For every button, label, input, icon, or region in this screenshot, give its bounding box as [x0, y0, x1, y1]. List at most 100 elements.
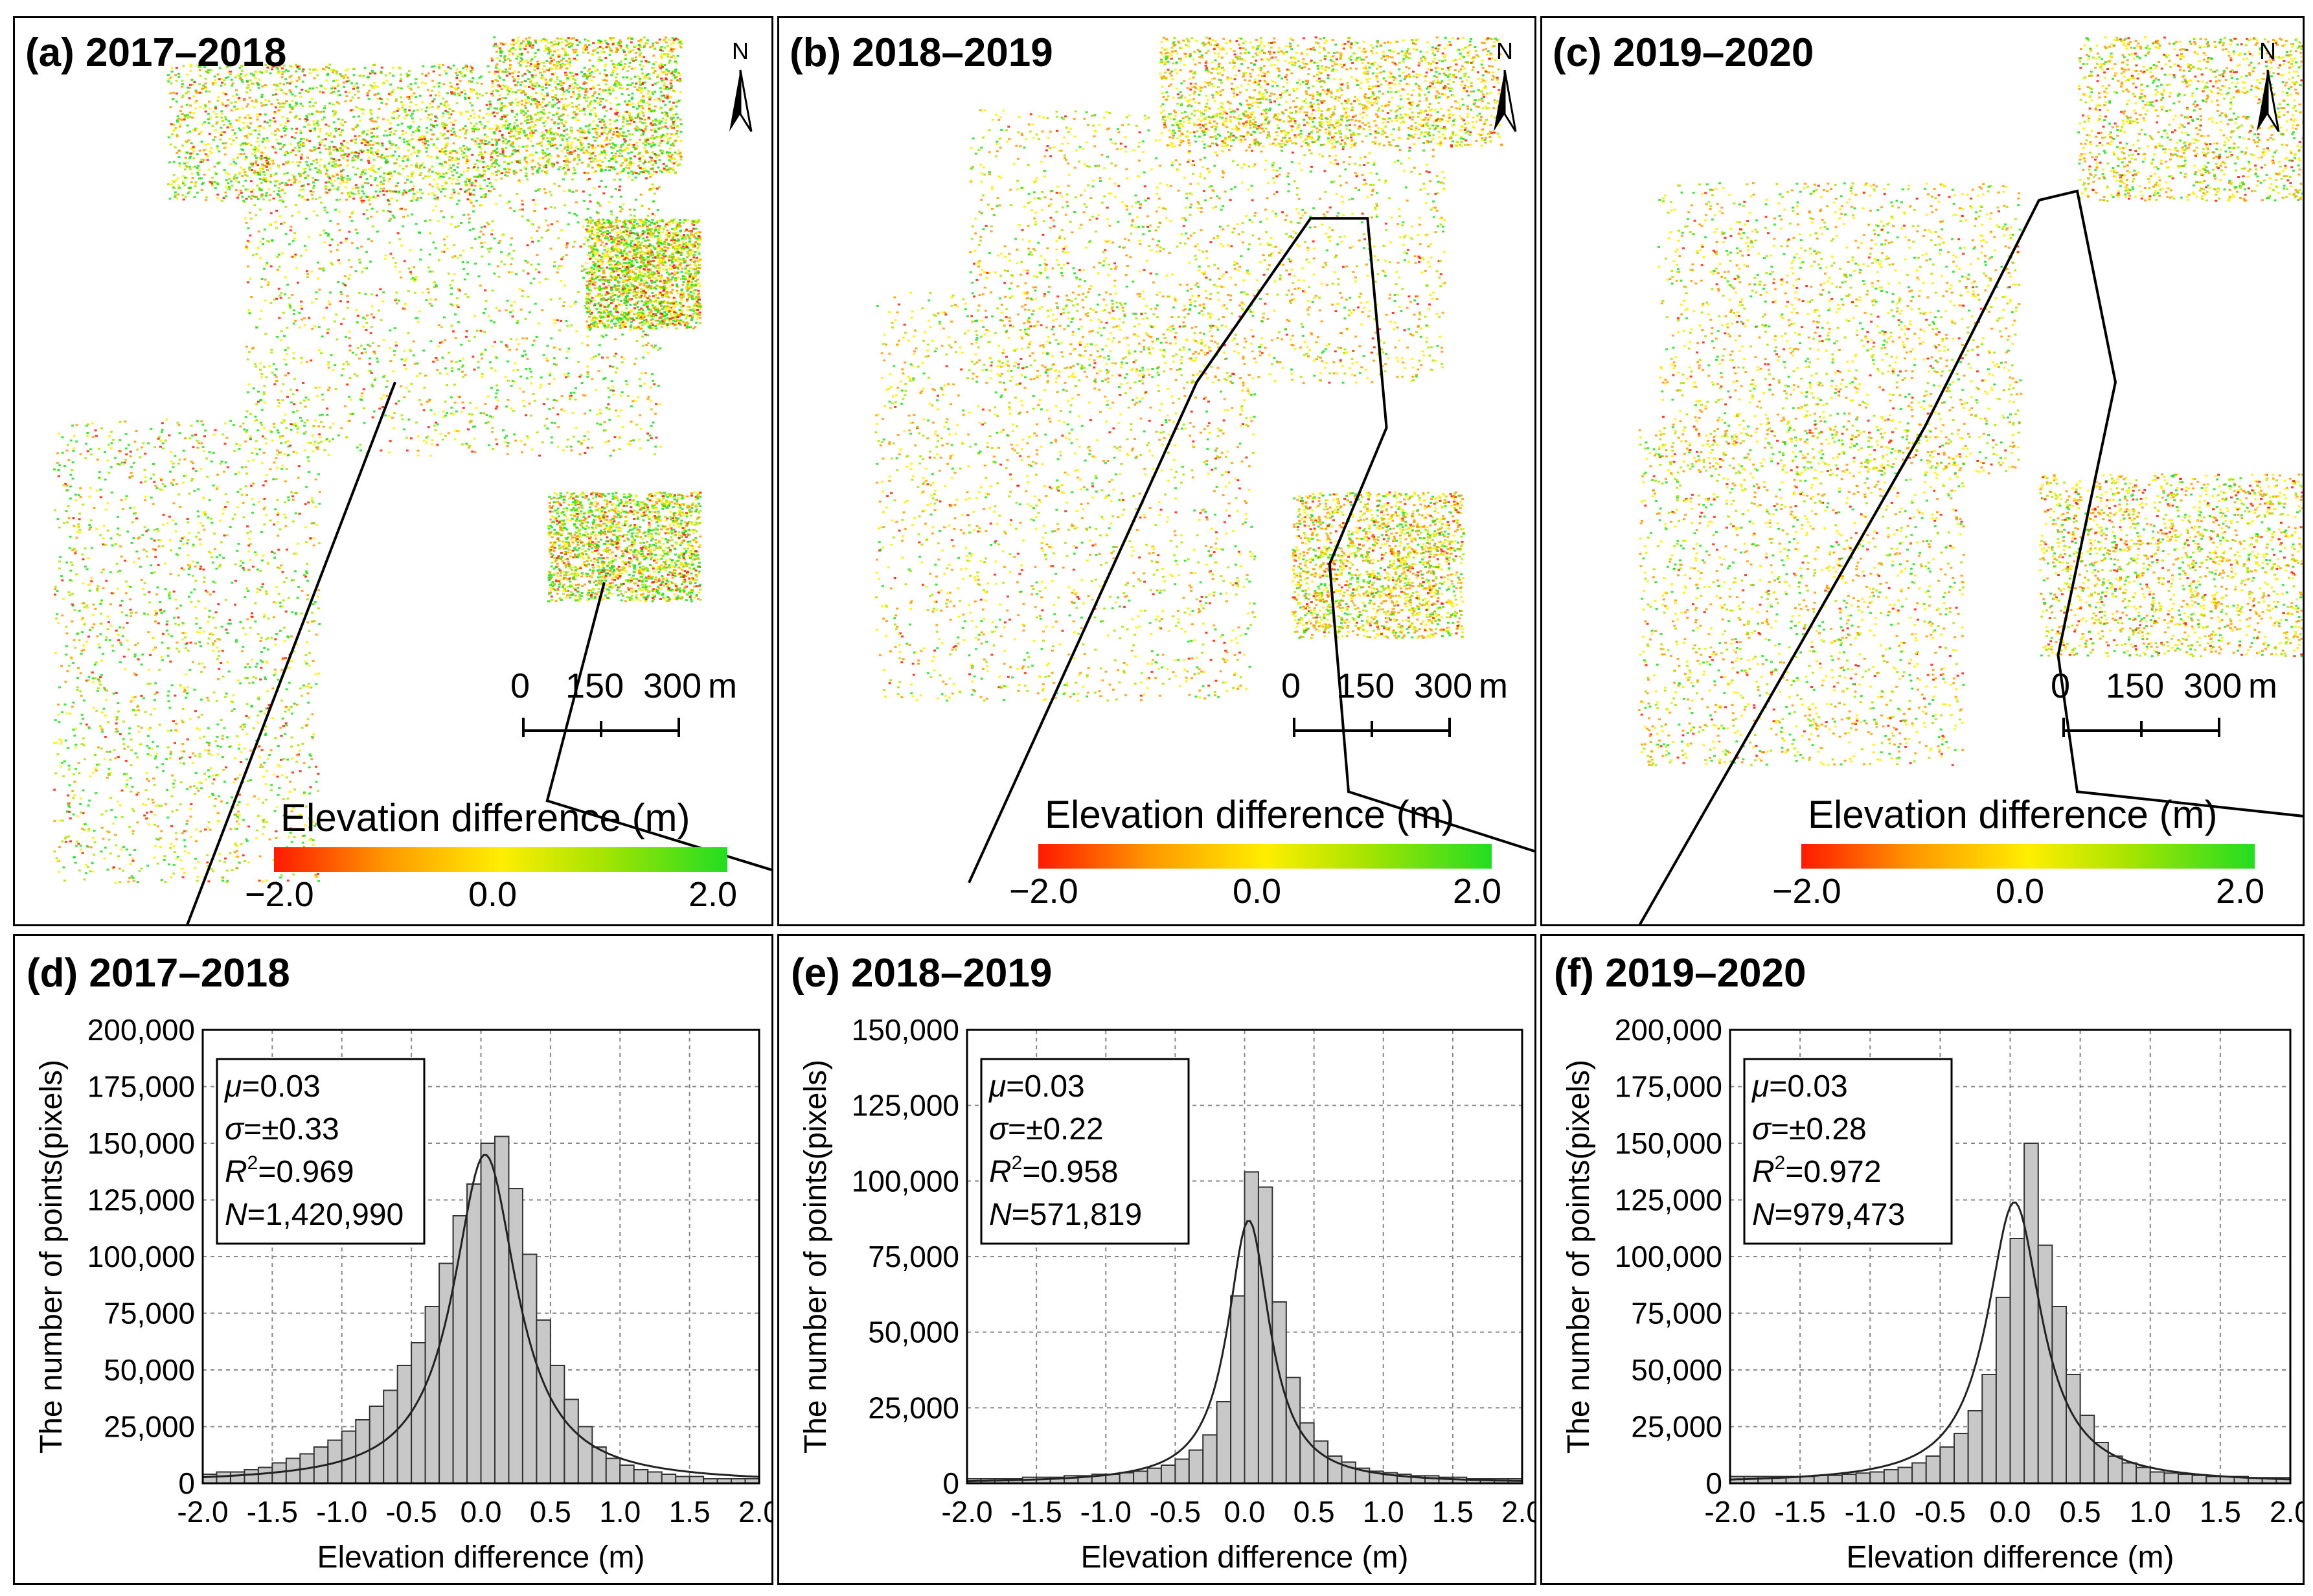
map-panel-a: (a) 2017–2018 N 0 150 300 m Elevation di… [13, 16, 773, 926]
histogram-bar [1174, 1458, 1190, 1485]
x-tick-label: 1.0 [599, 1495, 641, 1529]
plot-frame [201, 1029, 760, 1485]
histogram-bar [508, 1188, 523, 1484]
histogram-bar [494, 1135, 510, 1484]
color-legend: Elevation difference (m) −2.0 0.0 2.0 [1772, 792, 2294, 911]
y-tick-label: 125,000 [87, 1183, 195, 1217]
north-arrow-icon: N [718, 38, 763, 141]
y-tick-label: 100,000 [87, 1240, 195, 1273]
fit-curve [1729, 1202, 2291, 1481]
x-tick-label: -2.0 [941, 1495, 992, 1529]
y-tick-label: 175,000 [1615, 1070, 1722, 1104]
legend-tick-max: 2.0 [1453, 871, 1501, 911]
histogram-panel-d: (d) 2017–2018 -2.0 -1.5 -1.0 -0.5 0.0 0.5 1.0 1.… [13, 934, 773, 1585]
x-tick-label: -0.5 [1915, 1495, 1966, 1529]
x-tick-label: -2.0 [1704, 1495, 1755, 1529]
y-tick-label: 75,000 [868, 1240, 959, 1273]
y-tick-label: 25,000 [868, 1391, 959, 1424]
x-axis-label: Elevation difference (m) [1080, 1540, 1408, 1575]
chart-title: (f) 2019–2020 [1554, 951, 1806, 996]
scale-label-unit: m [2248, 666, 2277, 706]
histogram-bar [1202, 1434, 1218, 1484]
y-tick-label: 200,000 [1615, 1013, 1722, 1047]
legend-tick-max: 2.0 [689, 874, 737, 915]
y-tick-label: 50,000 [104, 1353, 195, 1387]
legend-colorbar [274, 847, 727, 872]
x-tick-label: 1.5 [2200, 1495, 2241, 1529]
y-tick-label: 0 [178, 1466, 195, 1500]
histogram-bar [521, 1253, 538, 1484]
histogram-bar [411, 1342, 426, 1484]
histogram-bar [1216, 1401, 1232, 1484]
stat-sigma: σ=±0.28 [1752, 1112, 1867, 1146]
legend-tick-mid: 0.0 [1233, 871, 1281, 911]
x-tick-label: 1.0 [2130, 1495, 2171, 1529]
x-axis-label: Elevation difference (m) [317, 1540, 644, 1575]
histogram-bar [2178, 1474, 2193, 1484]
x-tick-label: 1.5 [669, 1495, 711, 1529]
stat-count: N=1,420,990 [225, 1198, 404, 1232]
legend-colorbar [1038, 844, 1492, 869]
histogram-bar [647, 1471, 663, 1484]
elevation-map-b [874, 36, 1534, 884]
histogram-bar [466, 1183, 482, 1484]
histogram-bar [1925, 1455, 1941, 1484]
scale-label-150: 150 [565, 666, 624, 706]
histogram-bar [2205, 1476, 2221, 1484]
x-tick-label: 0.5 [530, 1495, 571, 1529]
y-tick-label: 125,000 [852, 1089, 959, 1123]
histogram-bar [1981, 1374, 1997, 1484]
legend-title: Elevation difference (m) [280, 795, 690, 840]
histogram-bar [1911, 1462, 1927, 1484]
color-legend: Elevation difference (m) −2.0 0.0 2.0 [245, 795, 766, 915]
x-tick-label: -1.5 [1774, 1495, 1825, 1529]
histogram-chart-e: (e) 2018–2019 -2.0 -1.5 -1.0 -0.5 0.0 0.5 1.0 1.… [791, 951, 1534, 1575]
histogram-bar [1257, 1186, 1273, 1484]
histogram-bar [244, 1469, 259, 1484]
histogram-bar [1119, 1472, 1135, 1485]
histogram-bar [2023, 1143, 2039, 1484]
histogram-bar [689, 1476, 705, 1484]
legend-tick-min: −2.0 [1772, 871, 1841, 911]
scale-bar: 0 150 300 m [2044, 666, 2277, 744]
histogram-bar [2079, 1415, 2095, 1484]
histogram-bar [1313, 1440, 1329, 1485]
panel-title: (b) 2018–2019 [790, 30, 1053, 76]
stat-r-squared: R2=0.969 [225, 1152, 354, 1189]
color-legend: Elevation difference (m) −2.0 0.0 2.0 [1009, 792, 1531, 911]
stat-sigma: σ=±0.22 [989, 1112, 1104, 1146]
north-arrow-icon: N [2245, 38, 2290, 141]
map-panel-c: (c) 2019–2020 N 0 150 300 m Elevation di… [1540, 16, 2305, 926]
elevation-map-c [1637, 36, 2303, 924]
histogram-bar [675, 1476, 690, 1484]
histogram-bar [1883, 1469, 1899, 1484]
legend-title: Elevation difference (m) [1045, 792, 1455, 837]
north-arrow-icon: N [1482, 38, 1527, 141]
y-axis-label: The number of points(pixels) [34, 1060, 69, 1454]
y-tick-label: 50,000 [868, 1316, 959, 1349]
histogram-bar [2009, 1238, 2025, 1484]
x-tick-label: 0.5 [1293, 1495, 1335, 1529]
histogram-bar [1160, 1465, 1176, 1484]
histogram-bar [369, 1406, 385, 1484]
y-tick-label: 200,000 [87, 1013, 195, 1047]
y-tick-label: 150,000 [87, 1126, 195, 1160]
histogram-bar [536, 1319, 551, 1484]
histogram-bar [1967, 1410, 1983, 1484]
x-tick-label: -1.5 [247, 1495, 298, 1529]
histogram-bar [661, 1474, 677, 1484]
scale-label-300: 300 [643, 666, 701, 706]
x-tick-label: 2.0 [738, 1495, 773, 1529]
histogram-bar [1897, 1466, 1913, 1484]
histogram-panel-e: (e) 2018–2019 -2.0 -1.5 -1.0 -0.5 0.0 0.5 1.0 1.… [777, 934, 1536, 1585]
histogram-bar [1244, 1171, 1259, 1484]
histogram-bar [1995, 1297, 2011, 1484]
legend-tick-max: 2.0 [2216, 871, 2264, 911]
histogram-bar [2066, 1374, 2081, 1484]
x-tick-label: -0.5 [385, 1495, 437, 1529]
scale-label-300: 300 [1414, 666, 1472, 706]
y-tick-label: 75,000 [104, 1297, 195, 1330]
histogram-bar [1841, 1474, 1857, 1484]
y-tick-label: 25,000 [1631, 1410, 1722, 1444]
x-tick-label: 1.0 [1363, 1495, 1404, 1529]
